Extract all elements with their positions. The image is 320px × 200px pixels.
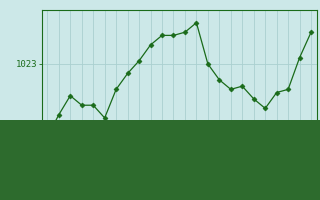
X-axis label: Graphe pression niveau de la mer (hPa): Graphe pression niveau de la mer (hPa) xyxy=(68,172,291,182)
